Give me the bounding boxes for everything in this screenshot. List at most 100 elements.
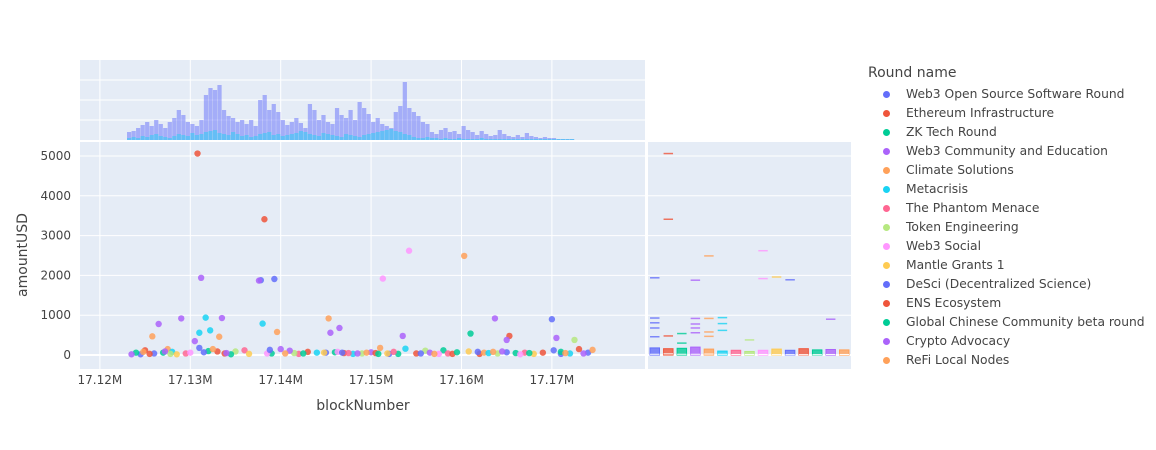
x-tick-label: 17.13M: [168, 373, 213, 387]
histogram-bar: [348, 110, 353, 140]
histogram-bar: [325, 122, 331, 140]
scatter-point: [216, 333, 223, 340]
legend: Round name Web3 Open Source Software Rou…: [868, 63, 1153, 370]
scatter-point: [266, 346, 274, 354]
legend-item[interactable]: Crypto Advocacy: [868, 332, 1153, 351]
histogram-bar: [194, 126, 200, 140]
legend-marker: [883, 224, 890, 231]
histogram-bar: [502, 134, 507, 140]
scatter-point: [218, 314, 226, 322]
histogram-bar: [529, 136, 534, 140]
histogram-overlay-bar: [149, 135, 154, 140]
histogram-bar: [416, 116, 421, 140]
histogram-bar: [366, 114, 371, 140]
histogram-bar: [533, 137, 539, 140]
scatter-point: [173, 351, 180, 358]
legend-item[interactable]: Mantle Grants 1: [868, 256, 1153, 275]
legend-label: Mantle Grants 1: [906, 258, 1005, 272]
scatter-point: [384, 350, 391, 357]
histogram-bar: [181, 115, 186, 140]
scatter-point: [399, 332, 406, 340]
y-tick-label: 4000: [40, 189, 71, 203]
histogram-bar: [244, 124, 249, 140]
histogram-bar: [438, 130, 444, 140]
box-3: [676, 347, 688, 356]
histogram-bar: [267, 110, 272, 140]
histogram-bar: [208, 88, 213, 140]
histogram-overlay-bar: [389, 129, 394, 140]
box-12: [798, 348, 809, 356]
legend-item[interactable]: DeSci (Decentralized Science): [868, 275, 1153, 294]
scatter-point: [178, 315, 185, 322]
histogram-bar: [479, 131, 484, 140]
scatter-point: [282, 350, 289, 357]
scatter-point: [548, 316, 556, 323]
histogram-bar: [353, 120, 358, 140]
scatter-point: [363, 349, 370, 356]
histogram-overlay-bar: [280, 136, 285, 140]
legend-marker: [883, 148, 890, 155]
histogram-overlay-bar: [221, 134, 227, 140]
histogram-bar: [420, 122, 426, 140]
histogram-bar: [167, 122, 172, 140]
scatter-point: [327, 329, 334, 336]
histogram-bar: [506, 136, 511, 140]
histogram-bar: [497, 130, 502, 140]
legend-item[interactable]: ZK Tech Round: [868, 123, 1153, 142]
box-6: [717, 350, 728, 356]
legend-item[interactable]: Global Chinese Community beta round: [868, 313, 1153, 332]
histogram-overlay-bar: [520, 139, 525, 140]
histogram-bar: [271, 104, 276, 140]
legend-item[interactable]: ReFi Local Nodes: [868, 351, 1153, 370]
histogram-overlay-bar: [547, 139, 552, 140]
scatter-point: [200, 349, 208, 356]
scatter-point: [202, 314, 209, 321]
legend-item[interactable]: Token Engineering: [868, 218, 1153, 237]
legend-item[interactable]: Ethereum Infrastructure: [868, 104, 1153, 123]
histogram-bar: [560, 139, 566, 140]
histogram-overlay-bar: [560, 139, 566, 140]
scatter-point: [431, 350, 438, 358]
histogram-bar: [203, 95, 209, 140]
legend-item[interactable]: The Phantom Menace: [868, 199, 1153, 218]
x-axis-title: blockNumber: [316, 398, 410, 414]
legend-item[interactable]: Web3 Open Source Software Round: [868, 85, 1153, 104]
histogram-bar: [258, 100, 263, 140]
x-tick-label: 17.15M: [349, 373, 394, 387]
legend-label: Metacrisis: [906, 182, 968, 196]
legend-item[interactable]: Web3 Social: [868, 237, 1153, 256]
scatter-point: [140, 348, 147, 356]
scatter-point: [146, 350, 153, 358]
scatter-point: [255, 277, 263, 284]
box-9: [757, 349, 769, 356]
histogram-overlay-bar: [393, 131, 398, 140]
histogram-bar: [321, 115, 326, 140]
y-tick-label: 0: [63, 348, 71, 362]
histogram-bar: [371, 122, 376, 140]
histogram-bar: [316, 120, 322, 140]
legend-item[interactable]: Web3 Community and Education: [868, 142, 1153, 161]
scatter-point: [474, 348, 481, 356]
box-5: [703, 348, 715, 356]
legend-label: ReFi Local Nodes: [906, 353, 1010, 367]
histogram-bar: [556, 139, 561, 140]
legend-item[interactable]: Climate Solutions: [868, 161, 1153, 180]
histogram-bar: [542, 137, 548, 140]
legend-marker: [883, 281, 890, 288]
histogram-bar: [312, 110, 317, 140]
scatter-point: [435, 350, 443, 358]
histogram-bar: [470, 132, 475, 140]
scatter-point: [417, 350, 425, 357]
histogram-bar: [217, 85, 222, 140]
histogram-bar: [280, 120, 285, 140]
histogram-bar: [389, 128, 394, 140]
legend-item[interactable]: ENS Ecosystem: [868, 294, 1153, 313]
legend-marker: [883, 167, 890, 174]
axis-ticks: 17.12M 17.13M 17.14M 17.15M 17.16M 17.17M 0 100…: [40, 149, 574, 387]
histogram-overlay-bar: [294, 133, 299, 140]
legend-item[interactable]: Metacrisis: [868, 180, 1153, 199]
histogram-overlay-bar: [380, 131, 385, 140]
scatter-point: [128, 351, 135, 358]
histogram-bar: [429, 132, 435, 140]
histogram-overlay-bar: [479, 138, 484, 140]
